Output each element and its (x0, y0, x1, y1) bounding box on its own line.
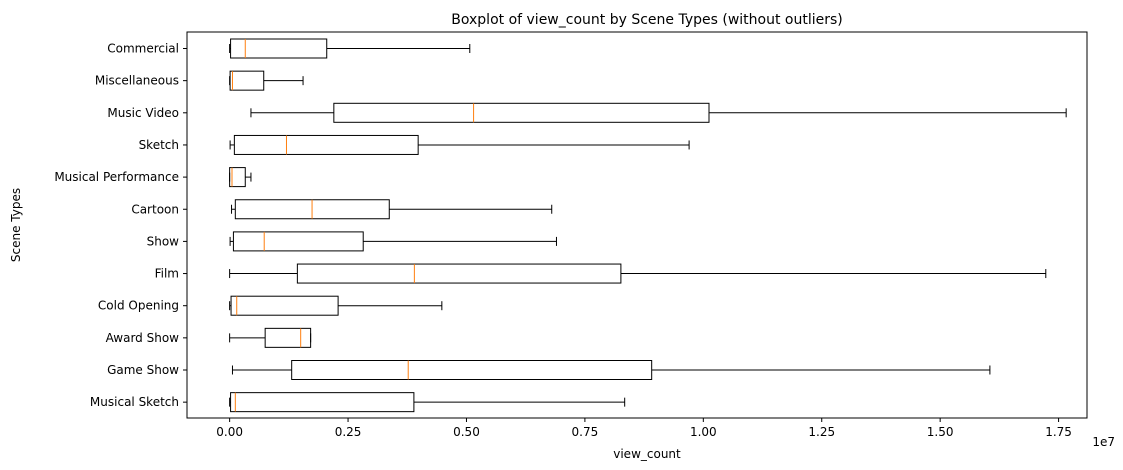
box-cold-opening (229, 295, 443, 316)
y-tick-label: Cold Opening (98, 299, 179, 313)
x-tick-label: 0.25 (335, 425, 362, 439)
iqr-box (230, 38, 328, 59)
x-scale-note: 1e7 (1092, 435, 1115, 449)
iqr-box (232, 231, 364, 252)
x-axis: 0.00 0.25 0.50 0.75 1.00 1.25 1.50 1.75 (216, 418, 1072, 439)
y-tick-label: Film (155, 267, 179, 281)
iqr-box (230, 392, 415, 413)
box-musical-sketch (229, 392, 626, 413)
y-tick-label: Show (147, 234, 180, 248)
y-tick-label: Musical Sketch (90, 395, 179, 409)
y-axis: Commercial Miscellaneous Music Video Sketch… (54, 42, 187, 409)
box-sketch (229, 134, 690, 155)
x-tick-label: 1.50 (927, 425, 954, 439)
box-award-show (229, 327, 312, 348)
box-musical-performance (229, 167, 252, 188)
x-tick-label: 1.25 (808, 425, 835, 439)
y-tick-label: Award Show (106, 331, 180, 345)
y-axis-label: Scene Types (9, 188, 23, 262)
y-tick-label: Musical Performance (54, 170, 179, 184)
box-miscellaneous (229, 70, 304, 91)
iqr-box (296, 263, 622, 284)
iqr-box (264, 327, 312, 348)
iqr-box (291, 360, 653, 380)
chart-title: Boxplot of view_count by Scene Types (wi… (451, 12, 842, 28)
iqr-box (333, 102, 710, 123)
boxes-layer (229, 38, 1067, 413)
y-tick-label: Miscellaneous (95, 74, 179, 88)
x-tick-label: 1.00 (690, 425, 717, 439)
iqr-box (229, 167, 246, 188)
y-tick-label: Music Video (107, 106, 179, 120)
box-show (229, 231, 557, 252)
plot-frame (186, 31, 1088, 419)
iqr-box (233, 134, 419, 155)
y-tick-label: Cartoon (131, 202, 179, 216)
y-tick-label: Sketch (139, 138, 179, 152)
box-music-video (250, 102, 1067, 123)
x-tick-label: 0.00 (216, 425, 243, 439)
box-film (229, 263, 1047, 284)
iqr-box (230, 295, 339, 316)
iqr-box (229, 70, 265, 91)
y-tick-label: Commercial (107, 42, 179, 56)
y-tick-label: Game Show (107, 363, 179, 377)
box-game-show (231, 360, 991, 380)
x-tick-label: 0.75 (572, 425, 599, 439)
box-commercial (229, 38, 471, 59)
x-tick-label: 1.75 (1045, 425, 1072, 439)
x-axis-label: view_count (613, 447, 681, 461)
box-cartoon (231, 199, 553, 220)
x-tick-label: 0.50 (453, 425, 480, 439)
